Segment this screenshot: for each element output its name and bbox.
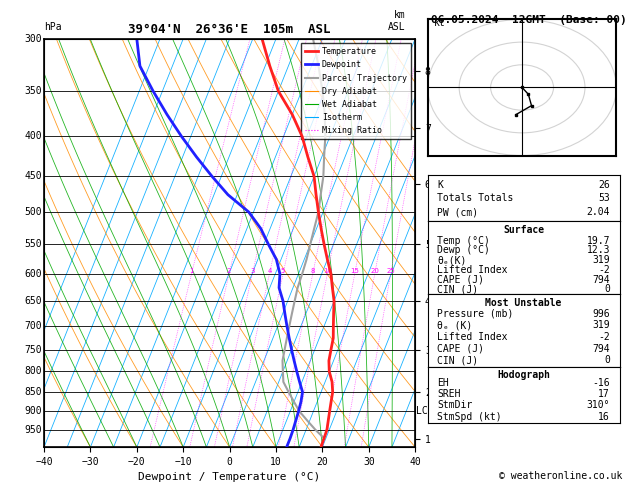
Text: 19.7: 19.7 [586,236,610,246]
Text: 20: 20 [370,268,379,274]
Text: PW (cm): PW (cm) [437,207,479,217]
Text: kt: kt [434,18,446,28]
X-axis label: Dewpoint / Temperature (°C): Dewpoint / Temperature (°C) [138,472,321,483]
Text: 800: 800 [24,366,42,377]
Text: 15: 15 [350,268,359,274]
Text: 53: 53 [598,193,610,204]
Text: 450: 450 [24,172,42,181]
Text: 600: 600 [24,269,42,279]
Y-axis label: Mixing Ratio (g/kg): Mixing Ratio (g/kg) [437,187,447,299]
Text: © weatheronline.co.uk: © weatheronline.co.uk [499,471,623,481]
Text: 17: 17 [598,389,610,399]
Text: 700: 700 [24,321,42,331]
Text: LCL: LCL [416,406,433,417]
Text: 26: 26 [598,180,610,190]
Text: SREH: SREH [437,389,461,399]
Text: 0: 0 [604,284,610,295]
Text: 750: 750 [24,345,42,355]
Text: Hodograph: Hodograph [497,370,550,380]
Text: Surface: Surface [503,225,544,235]
Text: 850: 850 [24,387,42,397]
Text: 5: 5 [281,268,285,274]
Text: θₑ (K): θₑ (K) [437,320,472,330]
Text: CIN (J): CIN (J) [437,355,479,365]
Text: 996: 996 [593,309,610,319]
Text: 25: 25 [386,268,395,274]
Text: Totals Totals: Totals Totals [437,193,514,204]
Text: Most Unstable: Most Unstable [486,297,562,308]
Text: 16: 16 [598,412,610,422]
Text: 2: 2 [227,268,231,274]
Text: CIN (J): CIN (J) [437,284,479,295]
Text: 300: 300 [24,34,42,44]
Text: CAPE (J): CAPE (J) [437,344,484,354]
Text: CAPE (J): CAPE (J) [437,275,484,285]
Text: 06.05.2024  12GMT  (Base: 00): 06.05.2024 12GMT (Base: 00) [431,15,626,25]
Text: km
ASL: km ASL [388,10,406,32]
Text: 794: 794 [593,275,610,285]
Text: Dewp (°C): Dewp (°C) [437,245,490,256]
Text: 12.3: 12.3 [586,245,610,256]
Text: K: K [437,180,443,190]
Text: 3: 3 [250,268,255,274]
Text: θₑ(K): θₑ(K) [437,255,467,265]
Text: 900: 900 [24,406,42,417]
Text: -16: -16 [593,378,610,388]
Text: 400: 400 [24,131,42,141]
Text: 319: 319 [593,255,610,265]
Text: -2: -2 [598,265,610,275]
Title: 39°04'N  26°36'E  105m  ASL: 39°04'N 26°36'E 105m ASL [128,23,331,36]
Text: 4: 4 [267,268,272,274]
Text: 794: 794 [593,344,610,354]
Text: Temp (°C): Temp (°C) [437,236,490,246]
Text: 10: 10 [323,268,332,274]
Text: hPa: hPa [44,21,62,32]
Text: 1: 1 [189,268,194,274]
Text: EH: EH [437,378,449,388]
Text: Lifted Index: Lifted Index [437,265,508,275]
Text: -2: -2 [598,332,610,342]
Text: StmSpd (kt): StmSpd (kt) [437,412,502,422]
Text: 0: 0 [604,355,610,365]
Legend: Temperature, Dewpoint, Parcel Trajectory, Dry Adiabat, Wet Adiabat, Isotherm, Mi: Temperature, Dewpoint, Parcel Trajectory… [301,43,411,139]
Text: Lifted Index: Lifted Index [437,332,508,342]
Text: 950: 950 [24,425,42,435]
Text: 2.04: 2.04 [586,207,610,217]
Text: 8: 8 [311,268,315,274]
Text: 500: 500 [24,207,42,217]
Text: 310°: 310° [586,400,610,411]
Text: 650: 650 [24,296,42,306]
Text: 319: 319 [593,320,610,330]
Text: 350: 350 [24,86,42,96]
Text: Pressure (mb): Pressure (mb) [437,309,514,319]
Text: StmDir: StmDir [437,400,472,411]
Text: 550: 550 [24,240,42,249]
